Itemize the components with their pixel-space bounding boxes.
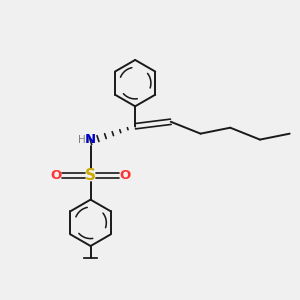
- Text: N: N: [85, 134, 96, 146]
- Text: H: H: [78, 135, 86, 145]
- Text: O: O: [51, 169, 62, 182]
- Text: S: S: [85, 168, 96, 183]
- Text: O: O: [119, 169, 130, 182]
